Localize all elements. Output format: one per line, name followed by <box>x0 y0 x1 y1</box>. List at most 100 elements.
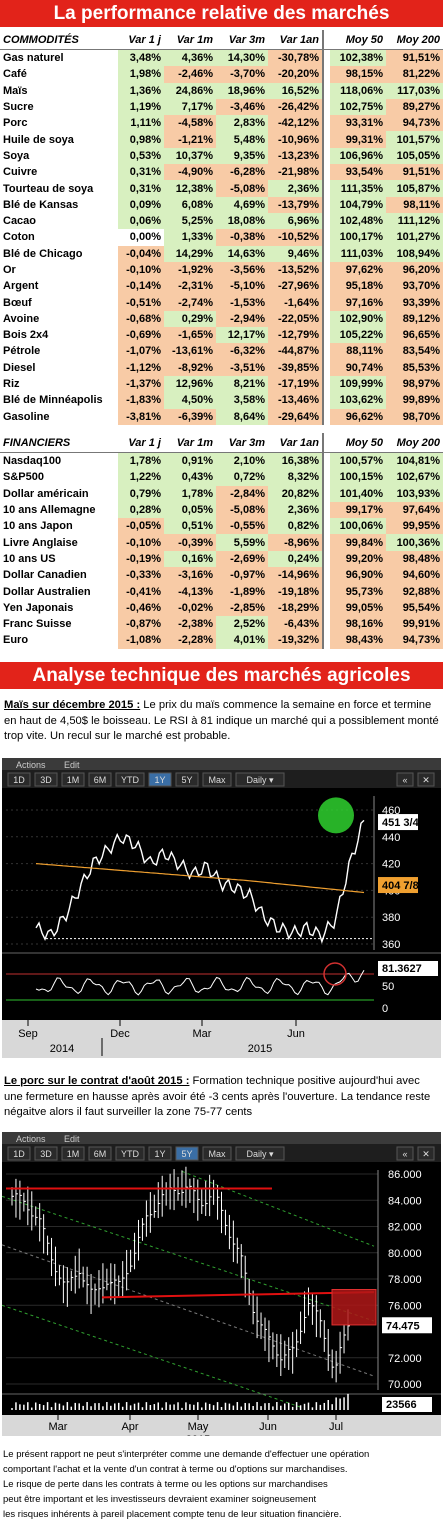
range-button-ytd[interactable] <box>115 1146 145 1161</box>
range-button-1d[interactable] <box>7 772 31 787</box>
range-button-label[interactable]: 1Y <box>154 1149 165 1159</box>
range-button-label[interactable]: 1D <box>13 775 25 785</box>
range-button-label[interactable]: 1D <box>13 1149 25 1159</box>
x-tick-label: Jun <box>259 1421 277 1433</box>
chart-menu-item[interactable]: Edit <box>64 760 80 770</box>
table-row: Dollar Australien -0,41% -4,13% -1,89% -19,1… <box>0 583 443 600</box>
range-button-3d[interactable] <box>34 1146 58 1161</box>
cell-value: 96,65% <box>386 327 443 344</box>
disclaimer-line: comportant l'achat et la vente d'un cont… <box>3 1464 348 1475</box>
range-button-1y[interactable] <box>148 1146 172 1161</box>
cell-value: 81,22% <box>386 66 443 83</box>
x-tick-label: Sep <box>18 1028 38 1040</box>
collapse-icon[interactable] <box>396 1146 414 1161</box>
range-button-label[interactable]: 1Y <box>154 775 165 785</box>
range-button-label[interactable]: Daily ▾ <box>246 775 274 785</box>
hog-chart[interactable]: Actions Edit 1D 3D 1M 6M YTD 1Y 5Y Max Daily ▾ « ✕ 86… <box>2 1132 441 1436</box>
cell-value: 111,12% <box>386 212 443 230</box>
table-row: S&P500 1,22% 0,43% 0,72% 8,32% 100,15% 102,67% <box>0 469 443 486</box>
range-button-1d[interactable] <box>7 1146 31 1161</box>
y-tick-label: 460 <box>382 805 400 817</box>
table-row: Argent -0,14% -2,31% -5,10% -27,96% 95,18% 93,… <box>0 278 443 295</box>
cell-value: -13,79% <box>268 196 322 213</box>
col-moy50: Moy 50 <box>330 433 386 453</box>
cell-value: -6,32% <box>216 343 268 360</box>
table-row: Avoine -0,68% 0,29% -2,94% -22,05% 102,90% 89,… <box>0 310 443 328</box>
range-button-label[interactable]: 6M <box>94 1149 107 1159</box>
range-button-label[interactable]: Daily ▾ <box>246 1149 274 1159</box>
range-button-label[interactable]: 6M <box>94 775 107 785</box>
close-icon[interactable] <box>417 1146 435 1161</box>
range-button-6m[interactable] <box>88 772 112 787</box>
table-row: Pétrole -1,07% -13,61% -6,32% -44,87% 88,11% 8… <box>0 343 443 360</box>
financials-header: FINANCIERS <box>0 433 118 453</box>
range-button-label[interactable]: YTD <box>121 775 140 785</box>
range-button-max[interactable] <box>202 772 232 787</box>
rsi-circle <box>323 962 347 986</box>
table-row: Or -0,10% -1,92% -3,56% -13,52% 97,62% 96,20% <box>0 261 443 279</box>
range-button-daily[interactable] <box>235 1146 285 1161</box>
cell-value: 99,89% <box>386 392 443 409</box>
cell-value: -1,53% <box>216 294 268 311</box>
range-button-label[interactable]: YTD <box>121 1149 140 1159</box>
cell-value: -1,89% <box>216 583 268 600</box>
cell-value: -0,69% <box>118 327 164 344</box>
range-button-label[interactable]: Max <box>208 1149 226 1159</box>
table-row: Tourteau de soya 0,31% 12,38% -5,08% 2,36% 11… <box>0 180 443 197</box>
cell-value: -3,46% <box>216 98 268 116</box>
cell-value: 24,86% <box>164 82 216 99</box>
range-button-label[interactable]: 1M <box>67 1149 80 1159</box>
range-button-1m[interactable] <box>61 1146 85 1161</box>
range-button-5y[interactable] <box>175 1146 199 1161</box>
cell-value: 0,00% <box>118 229 164 246</box>
cell-value: 118,06% <box>330 82 386 99</box>
corn-text: Le prix du maïs commence la semaine en f… <box>4 699 439 742</box>
table-row: 10 ans Japon -0,05% 0,51% -0,55% 0,82% 100,06… <box>0 518 443 535</box>
chart-menu-item[interactable]: Actions <box>16 760 46 770</box>
range-button-daily[interactable] <box>235 772 285 787</box>
table-row: Huile de soya 0,98% -1,21% 5,48% -10,96% 99,3… <box>0 131 443 148</box>
range-button-label[interactable]: 1M <box>67 775 80 785</box>
cell-value: 100,36% <box>386 534 443 551</box>
cell-value: 0,43% <box>164 469 216 486</box>
cell-value: -27,96% <box>268 278 322 295</box>
range-button-ytd[interactable] <box>115 772 145 787</box>
cell-value: 12,96% <box>164 375 216 393</box>
range-button-label[interactable]: 3D <box>40 1149 52 1159</box>
chart-menu-item[interactable]: Actions <box>16 1134 46 1144</box>
close-icon[interactable] <box>417 772 435 787</box>
cell-value: 93,31% <box>330 115 386 132</box>
range-button-6m[interactable] <box>88 1146 112 1161</box>
cell-value: 10,37% <box>164 147 216 165</box>
cell-value: -10,52% <box>268 229 322 246</box>
col-moy200: Moy 200 <box>386 433 443 453</box>
range-button-5y[interactable] <box>175 772 199 787</box>
chart-menu-item[interactable]: Edit <box>64 1134 80 1144</box>
range-button-label[interactable]: 3D <box>40 775 52 785</box>
range-button-label[interactable]: Max <box>208 775 226 785</box>
range-button-label[interactable]: 5Y <box>181 775 192 785</box>
collapse-icon[interactable] <box>396 772 414 787</box>
corn-chart[interactable]: Actions Edit 1D 3D 1M 6M YTD 1Y 5Y Max Daily ▾ « ✕ 46… <box>2 758 441 1058</box>
cell-value: 2,83% <box>216 115 268 132</box>
cell-value: -1,92% <box>164 261 216 279</box>
range-button-label[interactable]: 5Y <box>181 1149 192 1159</box>
range-button-max[interactable] <box>202 1146 232 1161</box>
cell-value: 0,79% <box>118 485 164 502</box>
cell-value: 2,52% <box>216 615 268 633</box>
cell-value: -0,46% <box>118 599 164 616</box>
price-label: 451 3/4 <box>382 817 420 829</box>
table-row: Gasoline -3,81% -6,39% 8,64% -29,64% 96,62% 98… <box>0 408 443 425</box>
cell-value: 101,40% <box>330 485 386 502</box>
cell-value: 98,15% <box>330 66 386 83</box>
cell-value: 14,29% <box>164 245 216 262</box>
range-button-1m[interactable] <box>61 772 85 787</box>
range-button-1y[interactable] <box>148 772 172 787</box>
row-label: Nasdaq100 <box>3 455 62 468</box>
y-tick-label: 360 <box>382 939 400 951</box>
cell-value: -12,79% <box>268 327 322 344</box>
cell-value: 97,16% <box>330 294 386 311</box>
range-button-3d[interactable] <box>34 772 58 787</box>
cell-value: 98,48% <box>386 550 443 568</box>
cell-value: -2,46% <box>164 66 216 83</box>
